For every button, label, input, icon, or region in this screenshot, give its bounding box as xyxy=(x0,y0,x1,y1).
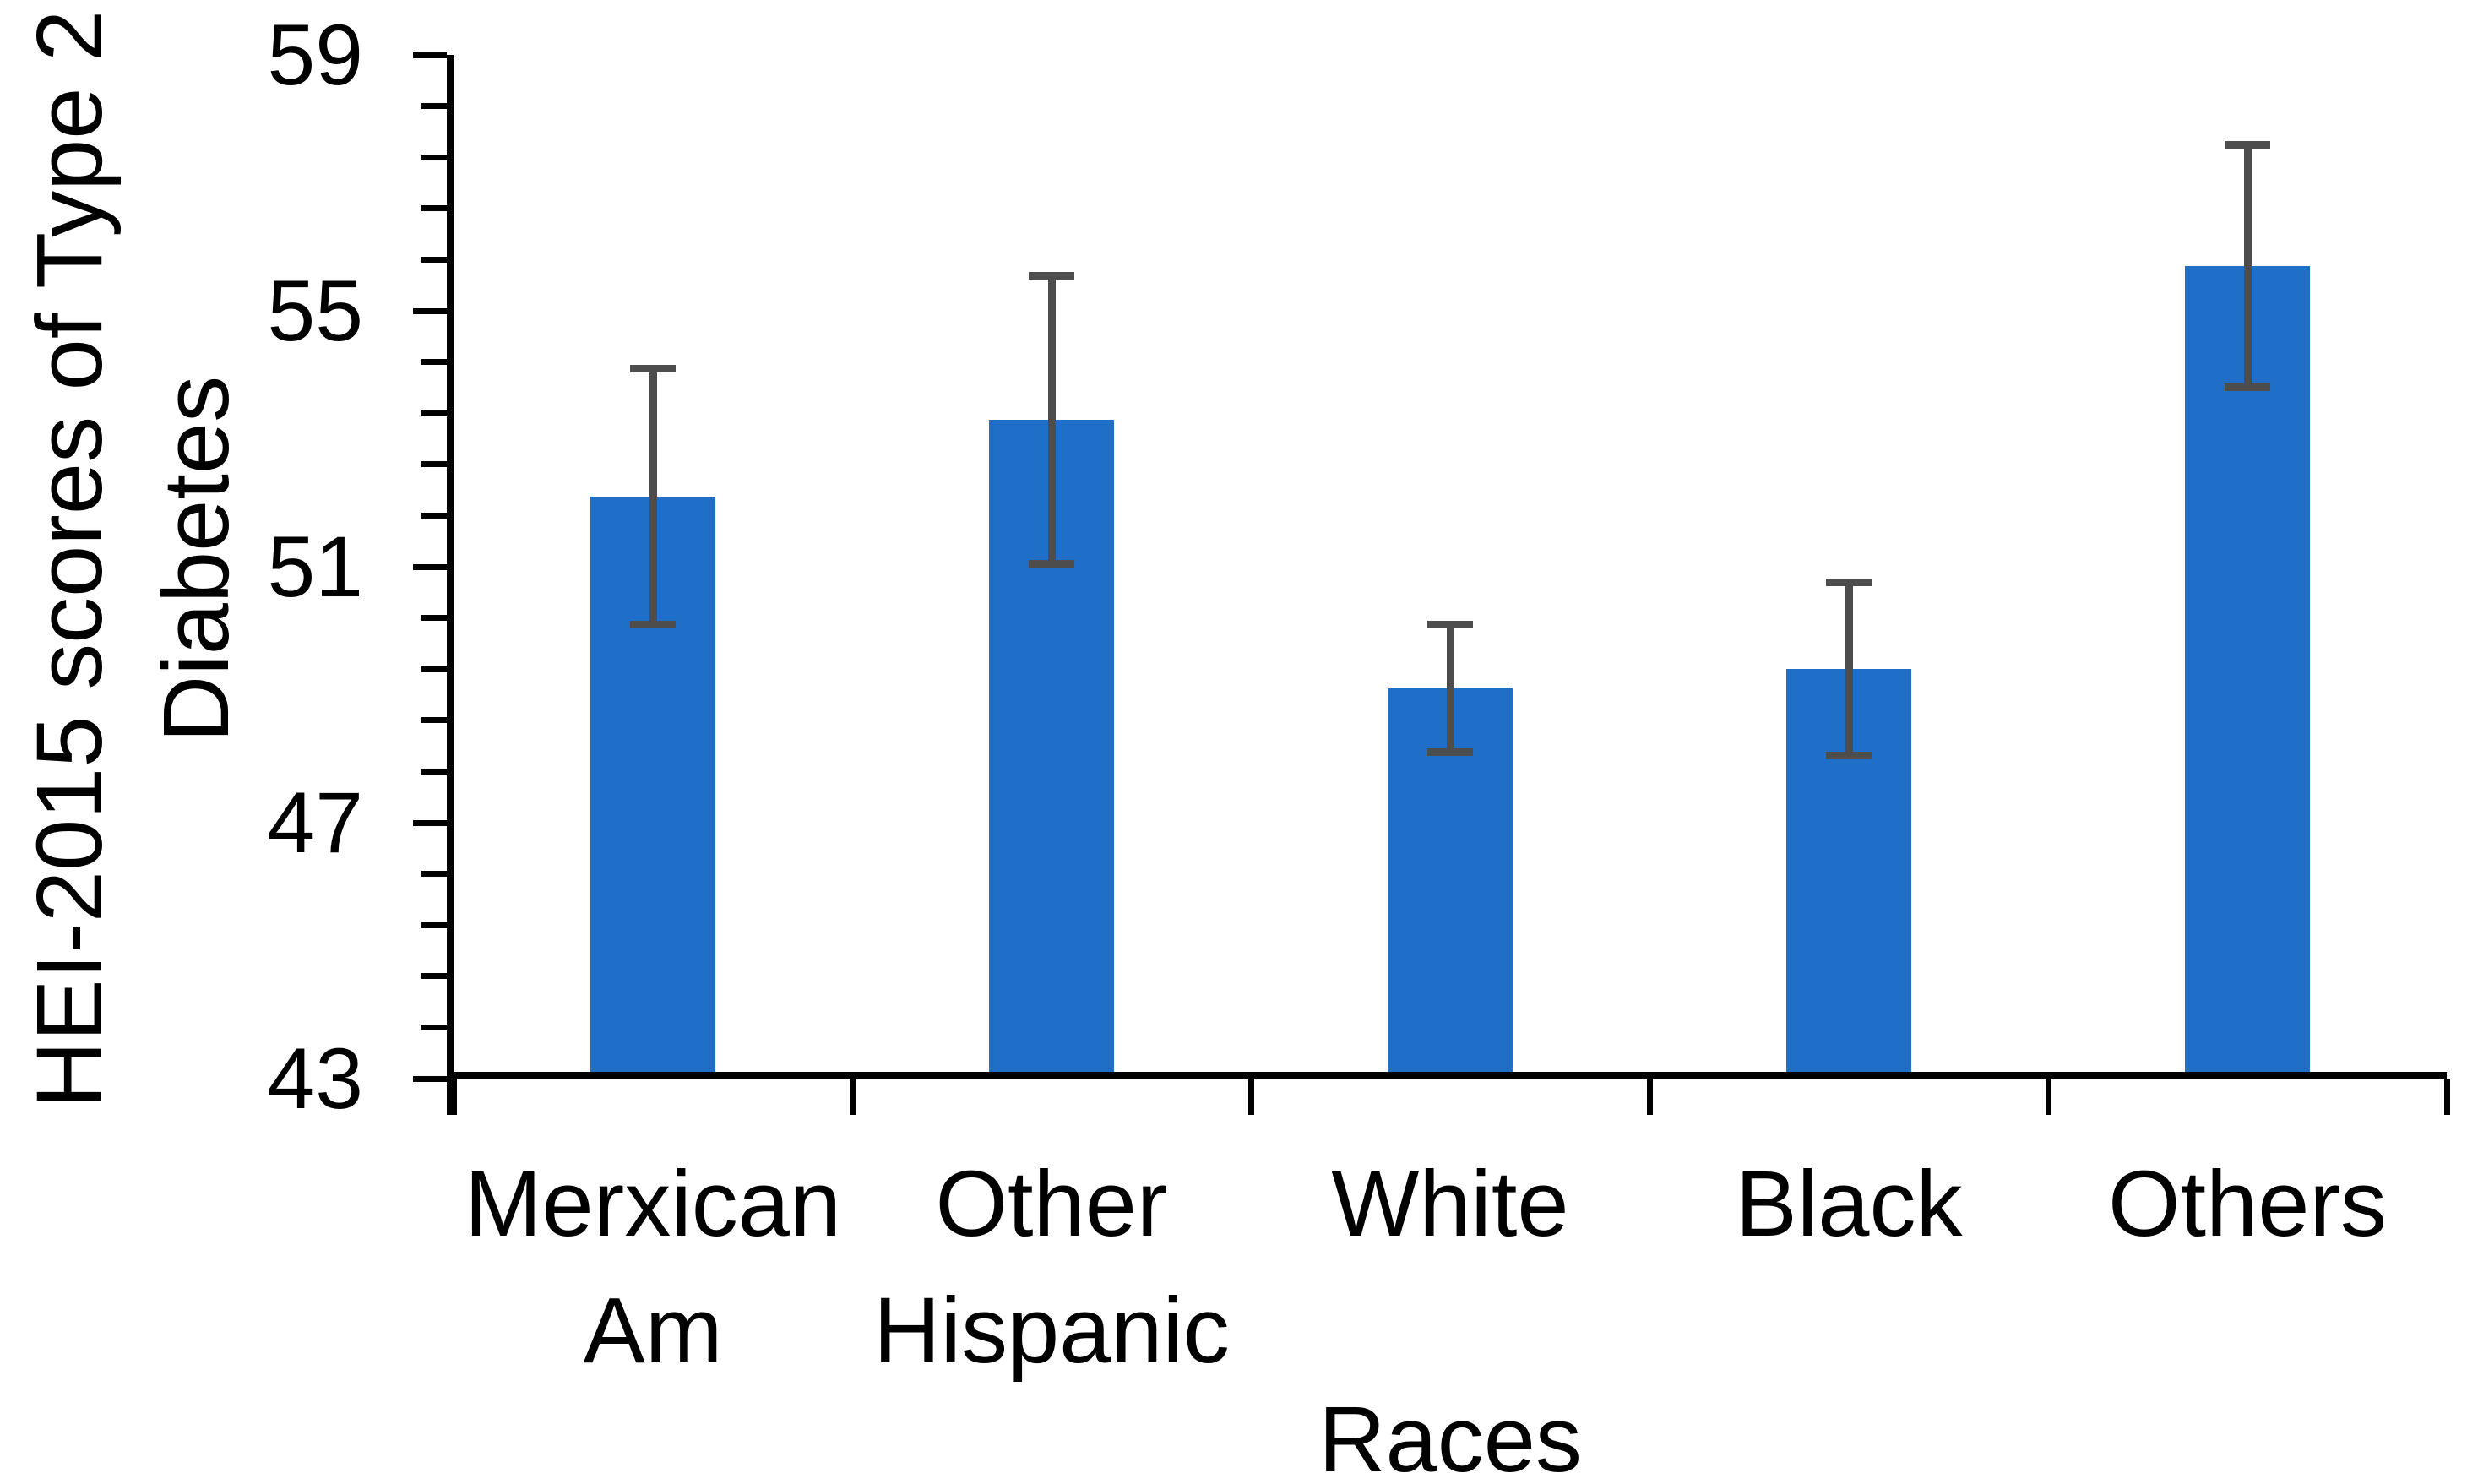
category-label: Merxican Am xyxy=(464,1152,842,1383)
y-major-tick xyxy=(413,52,447,58)
x-boundary-tick xyxy=(849,1079,856,1115)
y-minor-tick xyxy=(421,768,447,775)
y-major-tick xyxy=(413,563,447,570)
error-bar-line xyxy=(2243,144,2252,388)
y-minor-tick xyxy=(421,205,447,212)
error-bar-cap-top xyxy=(1826,579,1872,587)
category-label: Black xyxy=(1735,1152,1963,1256)
error-bar-line xyxy=(1446,624,1454,753)
y-minor-tick xyxy=(421,512,447,519)
category-label: Others xyxy=(2107,1152,2388,1256)
y-minor-tick xyxy=(421,871,447,878)
y-major-tick xyxy=(413,1075,447,1082)
y-minor-tick xyxy=(421,256,447,263)
y-minor-tick xyxy=(421,1024,447,1030)
y-minor-tick xyxy=(421,666,447,672)
error-bar-line xyxy=(1845,582,1853,756)
error-bar-cap-top xyxy=(630,364,676,372)
y-minor-tick xyxy=(421,461,447,468)
y-tick-label: 47 xyxy=(267,775,363,871)
x-axis-title: Races xyxy=(1318,1388,1582,1484)
y-minor-tick xyxy=(421,154,447,160)
x-boundary-tick xyxy=(2045,1079,2051,1115)
error-bar-cap-bottom xyxy=(630,620,676,628)
y-minor-tick xyxy=(421,921,447,928)
y-minor-tick xyxy=(421,615,447,622)
y-tick-label: 43 xyxy=(267,1030,363,1127)
y-tick-label: 55 xyxy=(267,263,363,359)
x-axis-line xyxy=(447,1072,2447,1079)
category-label: White xyxy=(1331,1152,1569,1256)
error-bar-line xyxy=(1047,275,1056,564)
error-bar-cap-bottom xyxy=(1029,559,1074,568)
category-label: Other Hispanic xyxy=(873,1152,1230,1383)
y-major-tick xyxy=(413,819,447,826)
y-minor-tick xyxy=(421,973,447,980)
error-bar-cap-top xyxy=(2225,140,2270,149)
y-major-tick xyxy=(413,307,447,314)
y-axis-line xyxy=(447,55,454,1115)
error-bar-cap-top xyxy=(1029,271,1074,280)
error-bar-cap-bottom xyxy=(2225,383,2270,392)
y-minor-tick xyxy=(421,717,447,724)
error-bar-cap-bottom xyxy=(1826,751,1872,759)
bar xyxy=(2185,265,2310,1079)
error-bar-cap-top xyxy=(1427,620,1473,628)
y-minor-tick xyxy=(421,410,447,416)
error-bar-line xyxy=(649,368,657,625)
x-boundary-tick xyxy=(2443,1079,2450,1115)
y-minor-tick xyxy=(421,103,447,110)
y-tick-label: 51 xyxy=(267,519,363,615)
x-boundary-tick xyxy=(1646,1079,1653,1115)
x-boundary-tick xyxy=(1247,1079,1254,1115)
y-tick-label: 59 xyxy=(267,7,363,103)
x-boundary-tick xyxy=(450,1079,457,1115)
y-minor-tick xyxy=(421,359,447,366)
error-bar-cap-bottom xyxy=(1427,748,1473,757)
